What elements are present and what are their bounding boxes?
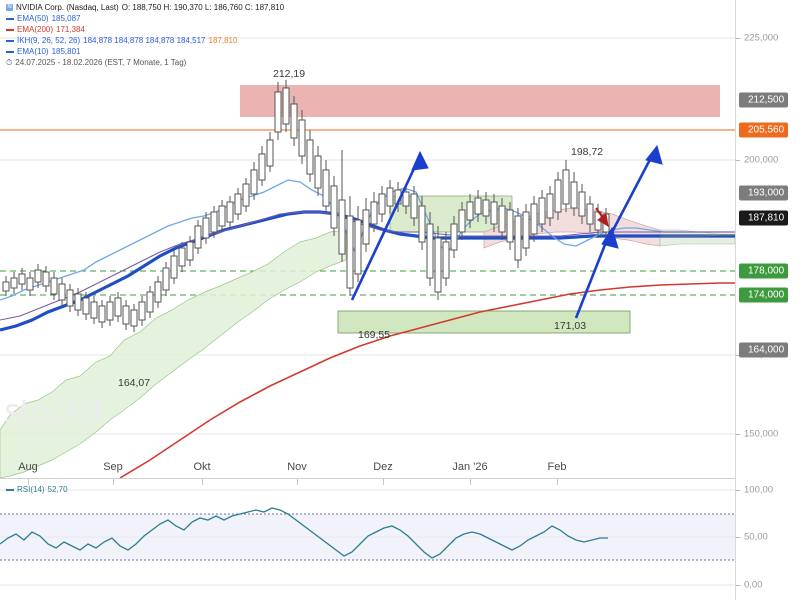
projection-line [660,234,735,237]
drawn-arrows [350,144,663,319]
rsi-label: RSI(14) [17,485,45,494]
ohlc-values: O: 188,750 H: 190,370 L: 186,760 C: 187,… [121,3,285,12]
legend-instrument-row[interactable]: N NVIDIA Corp. (Nasdaq, Last) O: 188,750… [6,2,284,13]
axis-tick [736,585,740,586]
axis-tick [113,478,114,485]
legend-ichimoku-row[interactable]: IKH(9, 26, 52, 26) 184,878 184,878 184,8… [6,35,284,46]
arrow-head-down [597,213,609,227]
price-badge-last[interactable]: 187,810 [739,210,789,226]
price-badge-174000[interactable]: 174,000 [739,287,789,303]
price-badge-205560[interactable]: 205,560 [739,122,789,138]
price-badge-164000[interactable]: 164,000 [739,342,789,358]
month-label-aug: Aug [18,461,38,473]
rsi-legend[interactable]: RSI(14) 52,70 [6,484,68,495]
arrow-up-3 [608,149,657,237]
rsi-chart-pane[interactable]: RSI(14) 52,70 [0,484,735,596]
rsi-plot [0,489,735,586]
chart-legend: N NVIDIA Corp. (Nasdaq, Last) O: 188,750… [6,2,284,68]
ema50-value: 185,087 [51,14,81,23]
axis-tick [557,478,558,485]
rsi-axis-label-100: 100,00 [744,484,774,496]
line-swatch-icon [6,50,14,53]
ichimoku-kijun-line [0,211,735,321]
axis-label-150000: 150,000 [744,428,779,440]
axis-label-200000: 200,000 [744,154,779,166]
axis-tick [202,478,203,485]
ema50-label: EMA(50) [17,14,49,23]
line-swatch-icon [6,488,14,491]
price-badge-193000[interactable]: 193,000 [739,185,789,201]
month-label-nov: Nov [287,461,307,473]
price-chart-pane[interactable]: 212,19 198,72 169,55 171,03 164,07 [0,0,735,478]
arrow-head-3 [645,144,663,165]
legend-ema50-row[interactable]: EMA(50) 185,087 [6,13,284,24]
axis-tick [297,478,298,485]
month-label-sep: Sep [103,461,123,473]
price-badge-178000[interactable]: 178,000 [739,263,789,279]
axis-tick [736,38,740,39]
axis-tick [28,478,29,485]
legend-ema10-row[interactable]: EMA(10) 185,801 [6,46,284,57]
instrument-name: NVIDIA Corp. (Nasdaq, Last) [16,3,119,12]
swing-label: 198,72 [571,146,604,158]
legend-range-row[interactable]: ⏱ 24.07.2025 - 18.02.2026 (EST, 7 Monate… [6,57,284,68]
ema200-label: EMA(200) [17,25,54,34]
support-label: 171,03 [554,320,587,332]
month-label-jan: Jan '26 [452,461,488,473]
axis-tick [736,490,740,491]
arrow-up-2 [574,231,612,319]
arrow-up-1 [350,155,422,301]
rsi-value: 52,70 [47,485,68,494]
legend-ema200-row[interactable]: EMA(200) 171,384 [6,24,284,35]
ichimoku-cloud-bullish [0,229,347,478]
nvidia-ticker-icon: N [6,4,13,11]
price-axis[interactable]: 225,000 200,000 175,000 150,000 212,500 … [735,0,800,600]
low-label: 169,55 [358,329,391,341]
price-badge-212500[interactable]: 212,500 [739,92,789,108]
month-label-dez: Dez [373,461,393,473]
month-label-feb: Feb [547,461,567,473]
ema200-value: 171,384 [56,25,85,34]
candlestick-series [2,80,610,332]
cloud-label: 164,07 [118,377,151,389]
line-swatch-icon [6,17,14,20]
ichimoku-values: 184,878 184,878 184,878 184,517 [83,36,206,45]
axis-tick [736,160,740,161]
arrow-head-1 [411,150,429,171]
clock-icon: ⏱ [6,58,13,67]
arrow-head-2 [601,226,619,249]
ichimoku-cloud-projection [659,229,735,247]
axis-tick [736,537,740,538]
rsi-axis-label-50: 50,00 [744,531,768,543]
ema10-value: 185,801 [51,47,81,56]
axis-label-225000: 225,000 [744,32,779,44]
ema200-line [119,282,735,478]
resistance-zone-box [240,85,720,117]
month-label-okt: Okt [193,461,211,473]
axis-tick [470,478,471,485]
axis-tick [736,355,740,356]
rsi-line [0,507,608,559]
high-label: 212,19 [273,68,306,80]
ichimoku-label: IKH(9, 26, 52, 26) [17,36,81,45]
axis-tick [736,434,740,435]
stock3-watermark: stock3 [4,392,104,430]
price-plot [0,37,735,478]
line-swatch-icon [6,28,14,31]
date-range-text: 24.07.2025 - 18.02.2026 (EST, 7 Monate, … [15,58,187,67]
axis-tick [383,478,384,485]
ema10-label: EMA(10) [17,47,49,56]
ichimoku-extra-value: 187,810 [208,36,238,45]
time-axis[interactable] [0,478,735,487]
drawn-arrow-down [595,207,609,227]
rsi-axis-label-0: 0,00 [744,579,763,591]
line-swatch-icon [6,39,14,42]
